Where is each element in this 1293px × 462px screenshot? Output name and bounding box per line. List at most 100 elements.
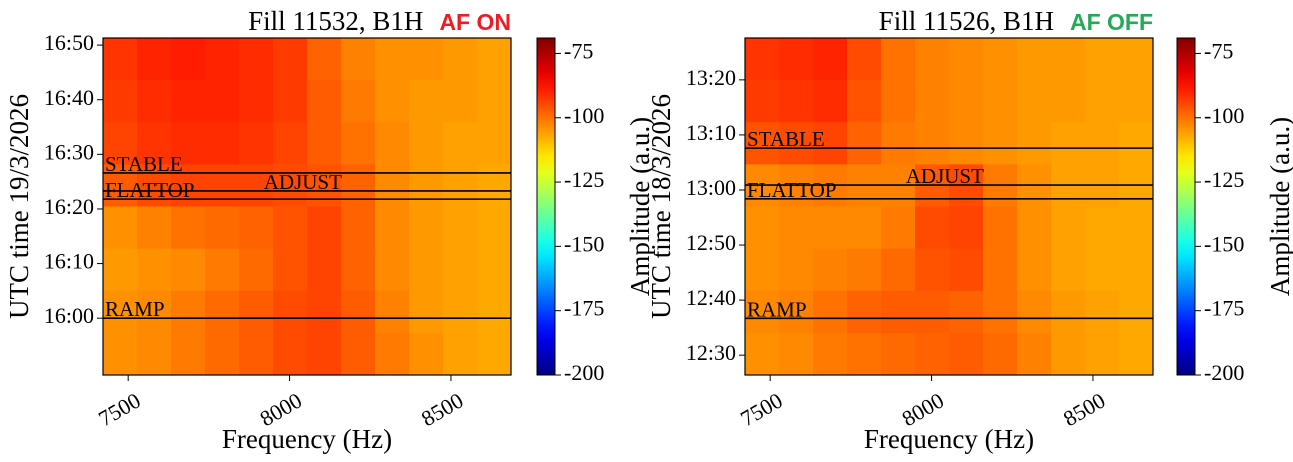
heatmap-cell — [949, 206, 984, 250]
heatmap-cell — [409, 80, 444, 123]
heatmap-cell — [779, 332, 814, 376]
heatmap-cell — [239, 332, 274, 376]
colorbar-tick-label: -75 — [1204, 38, 1233, 63]
heatmap-cell — [983, 80, 1018, 123]
heatmap-cell — [847, 80, 882, 123]
heatmap-cell — [1085, 38, 1120, 81]
heatmap-cell — [983, 332, 1018, 376]
heatmap-cell — [1017, 248, 1052, 292]
heatmap-cell — [1085, 248, 1120, 292]
heatmap-cell — [881, 80, 916, 123]
heatmap-cell — [443, 206, 478, 250]
heatmap-cell — [1051, 38, 1086, 81]
heatmap-cell — [409, 332, 444, 376]
heatmap-cell — [1119, 122, 1154, 165]
heatmap-cell — [477, 164, 512, 207]
y-tick-label: 16:50 — [44, 30, 94, 55]
heatmap-cell — [443, 290, 478, 334]
y-tick-label: 16:20 — [44, 194, 94, 219]
y-tick-label: 13:10 — [686, 120, 736, 145]
title-text: Fill 11526, B1H — [879, 6, 1054, 36]
heatmap-cell — [103, 332, 138, 376]
colorbar-tick-label: -75 — [564, 38, 593, 63]
colorbar-tick-label: -125 — [564, 167, 604, 192]
heatmap-cell — [443, 332, 478, 376]
x-tick-label: 8500 — [1059, 388, 1110, 432]
heatmap-cell — [409, 164, 444, 207]
heatmap-cell — [1051, 80, 1086, 123]
heatmap-cell — [915, 122, 950, 165]
heatmap-cell — [983, 206, 1018, 250]
heatmap-cell — [171, 248, 206, 292]
heatmap-cell — [273, 332, 308, 376]
chart-title: Fill 11526, B1H AF OFF — [879, 6, 1153, 36]
colorbar-label: Amplitude (a.u.) — [1265, 117, 1293, 296]
heatmap-cell — [847, 206, 882, 250]
heatmap-cell — [443, 164, 478, 207]
heatmap-cell — [477, 248, 512, 292]
heatmap-cell — [1085, 332, 1120, 376]
heatmap-cell — [1051, 290, 1086, 334]
heatmap-cell — [745, 80, 780, 123]
heatmap-cell — [137, 290, 172, 334]
heatmap-cell — [205, 290, 240, 334]
heatmap-cell — [779, 290, 814, 334]
colorbar-label: Amplitude (a.u.) — [625, 117, 655, 296]
heatmap-cell — [779, 122, 814, 165]
heatmap-cell — [205, 332, 240, 376]
heatmap-cell — [341, 38, 376, 81]
plot-frame — [102, 37, 512, 376]
heatmap-cell — [239, 80, 274, 123]
heatmap-cell — [375, 290, 410, 334]
heatmap-cell — [1119, 38, 1154, 81]
heatmap-cell — [137, 332, 172, 376]
heatmap-cell — [983, 122, 1018, 165]
heatmap-cell — [103, 206, 138, 250]
x-tick-label: 7500 — [736, 388, 787, 432]
heatmap-cell — [813, 290, 848, 334]
heatmap-cell — [1085, 206, 1120, 250]
heatmap-cell — [949, 122, 984, 165]
heatmap-cell — [477, 80, 512, 123]
plot-frame — [744, 37, 1154, 376]
heatmap-cell — [881, 206, 916, 250]
heatmap-cell — [103, 122, 138, 165]
heatmap-cell — [1085, 80, 1120, 123]
heatmap-cell — [239, 290, 274, 334]
heatmap-cell — [983, 248, 1018, 292]
x-tick-label: 8500 — [417, 388, 468, 432]
heatmap-cell — [1017, 332, 1052, 376]
heatmap-cell — [375, 206, 410, 250]
heatmap-cell — [443, 38, 478, 81]
heatmap-cell — [779, 206, 814, 250]
heatmap-cell — [949, 290, 984, 334]
y-tick-label: 12:30 — [686, 340, 736, 365]
heatmap-cell — [103, 38, 138, 81]
heatmap-cell — [409, 248, 444, 292]
colorbar-tick-label: -200 — [1204, 360, 1244, 385]
heatmap-cell — [103, 80, 138, 123]
heatmap-cell — [813, 332, 848, 376]
phase-label: FLATTOP — [747, 178, 836, 202]
heatmap-cell — [273, 248, 308, 292]
heatmap-cell — [477, 206, 512, 250]
colorbar-tick-label: -150 — [564, 231, 604, 256]
heatmap-cell — [881, 332, 916, 376]
phase-label: RAMP — [747, 297, 807, 321]
heatmap-cell — [341, 290, 376, 334]
heatmap-cell — [375, 164, 410, 207]
heatmap-cell — [239, 206, 274, 250]
heatmap-cell — [375, 122, 410, 165]
heatmap-cell — [1017, 290, 1052, 334]
heatmap-cell — [813, 122, 848, 165]
heatmap-cell — [375, 80, 410, 123]
heatmap-cell — [375, 38, 410, 81]
heatmap-cell — [205, 38, 240, 81]
heatmap-cell — [137, 248, 172, 292]
heatmap-cell — [205, 122, 240, 165]
heatmap-cell — [103, 290, 138, 334]
colorbar — [536, 37, 556, 376]
y-tick-label: 16:30 — [44, 139, 94, 164]
heatmap-cell — [949, 80, 984, 123]
